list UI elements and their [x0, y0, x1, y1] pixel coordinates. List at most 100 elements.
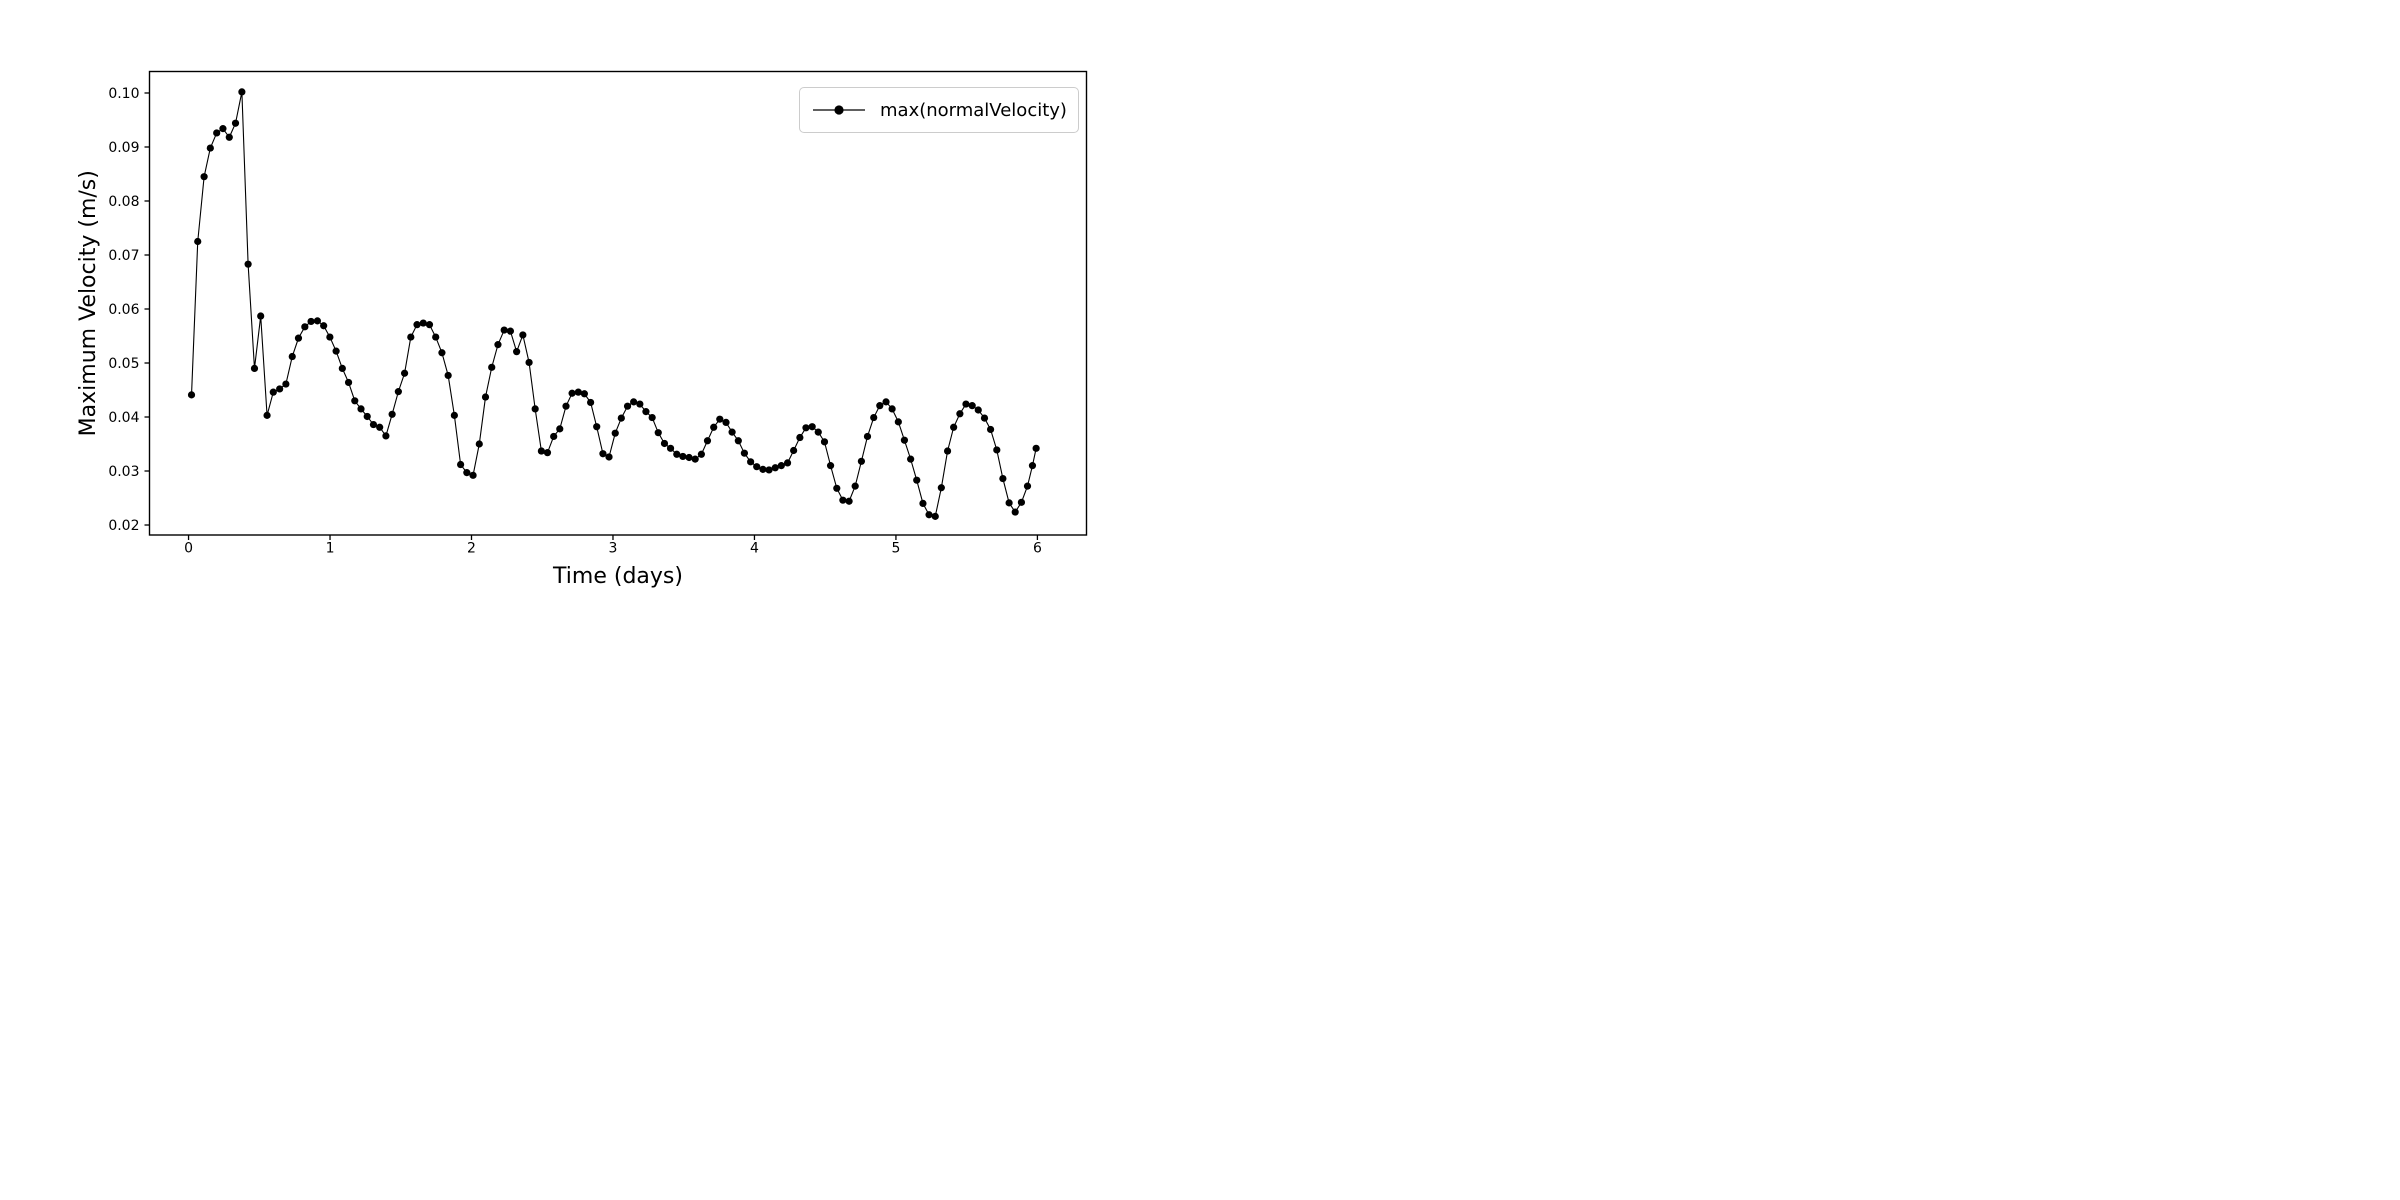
data-point	[206, 144, 214, 152]
y-tick-label: 0.04	[108, 410, 139, 426]
data-point	[870, 413, 878, 422]
y-tick-label: 0.05	[108, 356, 139, 372]
data-point	[857, 457, 866, 465]
data-point	[580, 390, 589, 398]
data-point	[382, 432, 390, 440]
data-point	[276, 385, 284, 393]
series-line	[190, 91, 1037, 518]
data-point	[338, 364, 346, 372]
data-point	[525, 358, 533, 367]
data-point	[925, 511, 933, 519]
x-tick-label: 1	[326, 541, 335, 557]
data-point	[882, 398, 890, 406]
data-point	[475, 440, 483, 448]
data-point	[450, 411, 458, 419]
data-point	[294, 334, 303, 342]
data-point	[710, 423, 718, 431]
data-point	[1032, 444, 1040, 452]
data-point	[369, 420, 378, 429]
data-point	[531, 405, 539, 413]
data-point	[513, 348, 521, 356]
data-point	[968, 402, 976, 410]
data-point	[1011, 508, 1019, 516]
data-point	[931, 512, 939, 520]
data-point	[219, 125, 227, 133]
data-point	[611, 429, 619, 437]
y-tick-label: 0.09	[108, 140, 139, 156]
data-point	[753, 463, 761, 471]
data-point	[716, 415, 724, 423]
data-point	[863, 432, 872, 441]
data-point	[407, 333, 415, 341]
data-point	[950, 423, 958, 431]
data-point	[400, 369, 409, 377]
data-point	[425, 321, 434, 329]
data-point	[808, 423, 816, 431]
data-point	[728, 428, 736, 436]
velocity-chart: 0 1 2 3 4 5 6 0.02 0.03 0.04 0.05 0.06 0.07 0.08 0.09 0…	[76, 70, 1088, 589]
legend-line-marker-icon	[813, 105, 865, 115]
data-point	[943, 447, 952, 455]
data-point	[962, 400, 970, 408]
data-point	[888, 405, 896, 413]
data-point	[481, 393, 490, 401]
data-point	[444, 371, 452, 380]
data-point	[722, 418, 730, 427]
y-tick-label: 0.03	[108, 464, 139, 480]
data-point	[388, 410, 396, 418]
data-point	[697, 450, 706, 458]
data-point	[919, 499, 927, 508]
data-point	[593, 423, 601, 431]
x-tick-label: 5	[891, 541, 900, 557]
data-point	[519, 331, 527, 339]
data-point	[747, 458, 755, 466]
data-point	[313, 317, 322, 325]
data-point	[488, 363, 496, 371]
data-point	[225, 133, 233, 141]
data-point	[826, 462, 835, 470]
data-point	[900, 436, 909, 444]
data-point	[876, 402, 884, 410]
data-point	[605, 453, 613, 461]
data-point	[288, 352, 296, 361]
data-point	[734, 437, 742, 445]
figure: 0 1 2 3 4 5 6 0.02 0.03 0.04 0.05 0.06 0.07 0.08 0.09 0…	[0, 0, 1200, 600]
data-point	[765, 466, 773, 474]
data-point	[623, 402, 632, 410]
data-point	[783, 459, 792, 467]
data-point	[759, 465, 767, 473]
data-point	[231, 119, 240, 127]
x-tick-label: 4	[750, 541, 759, 557]
data-point	[419, 319, 427, 327]
data-point	[999, 474, 1007, 483]
data-point	[980, 414, 989, 422]
data-point	[562, 402, 570, 410]
data-point	[394, 388, 402, 396]
data-point	[463, 469, 471, 477]
data-point	[469, 471, 477, 479]
y-tick-label: 0.07	[108, 248, 139, 264]
data-point	[796, 433, 804, 442]
legend-entry-label: max(normalVelocity)	[880, 99, 1067, 121]
data-point	[244, 260, 252, 268]
data-point	[257, 312, 265, 320]
data-point	[351, 397, 359, 405]
data-point	[833, 484, 841, 492]
data-point	[238, 88, 246, 96]
data-point	[907, 455, 915, 463]
y-axis-label: Maximum Velocity (m/s)	[76, 170, 101, 436]
data-point	[357, 405, 365, 413]
data-point	[250, 364, 259, 372]
data-point	[617, 414, 625, 422]
legend: max(normalVelocity)	[799, 87, 1079, 133]
plot-border	[148, 70, 1088, 536]
data-point	[301, 323, 309, 331]
data-point	[556, 425, 564, 433]
data-point	[839, 496, 847, 504]
data-point	[568, 389, 576, 397]
data-point	[654, 429, 662, 437]
data-point	[1005, 499, 1013, 507]
data-point	[599, 450, 607, 458]
data-point	[894, 418, 902, 426]
data-point	[494, 341, 502, 349]
